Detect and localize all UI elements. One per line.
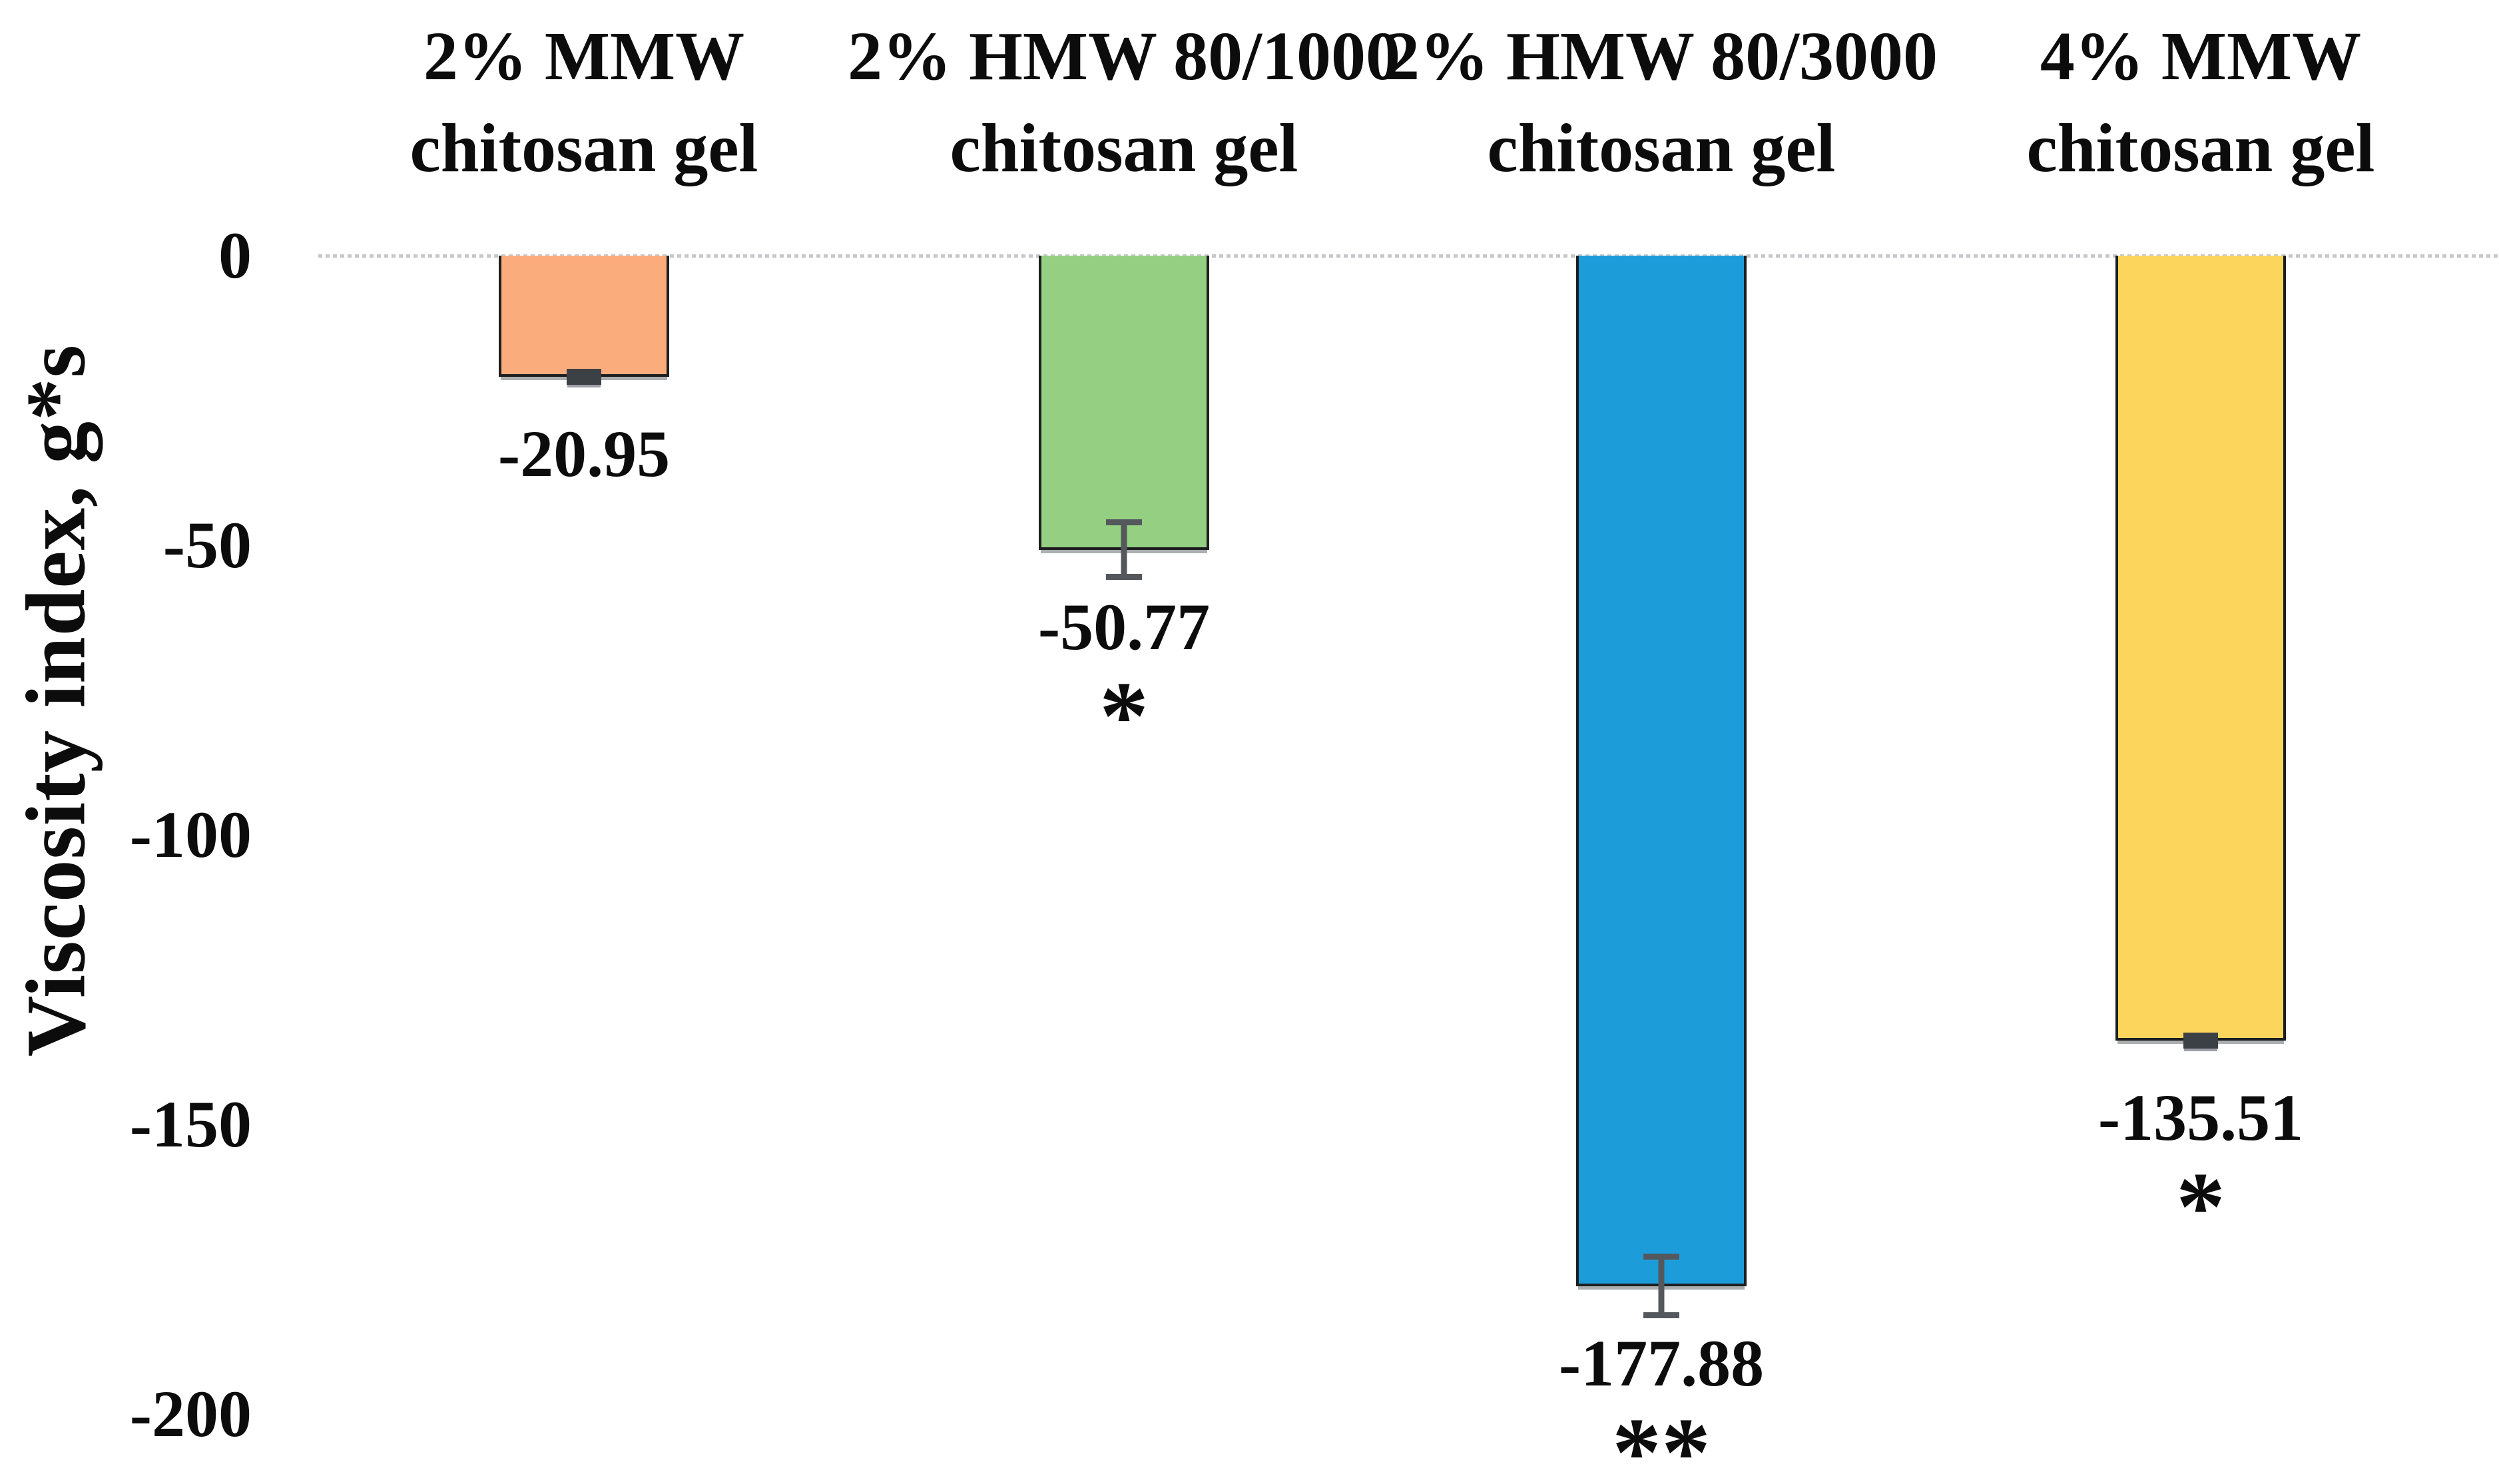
error-bar-top-cap <box>1106 519 1142 526</box>
category-label-line2: chitosan gel <box>950 110 1298 186</box>
category-label-line1: 4% MMW <box>2040 18 2362 95</box>
category-label-2pct-hmw-80-3000: 2% HMW 80/3000 chitosan gel <box>1362 11 1961 194</box>
error-bar-line <box>1658 1253 1665 1319</box>
error-bar-top-cap <box>1643 1253 1679 1260</box>
zero-baseline <box>318 254 2499 258</box>
error-bar-2pct-mmw <box>567 369 601 385</box>
error-bar-2pct-hmw-80-1000 <box>1106 519 1142 580</box>
bar-2pct-mmw <box>499 256 669 377</box>
y-tick-label-150: -150 <box>129 1087 252 1161</box>
category-label-line2: chitosan gel <box>410 110 758 186</box>
data-label-2pct-hmw-80-1000: -50.77 <box>1037 589 1211 664</box>
y-tick-label-0: 0 <box>218 218 252 292</box>
error-bar-bottom-cap <box>1643 1312 1679 1319</box>
significance-marker-2pct-hmw-80-1000: * <box>1099 661 1149 771</box>
category-label-line2: chitosan gel <box>1487 110 1836 186</box>
significance-marker-4pct-mmw: * <box>2176 1152 2225 1262</box>
significance-marker-2pct-hmw-80-3000: ** <box>1612 1397 1711 1484</box>
category-label-line1: 2% MMW <box>423 18 745 95</box>
error-bar-line <box>1121 519 1127 580</box>
category-label-line1: 2% HMW 80/1000 <box>847 18 1401 95</box>
y-tick-label-50: -50 <box>162 508 252 582</box>
category-label-2pct-mmw: 2% MMW chitosan gel <box>284 11 884 194</box>
category-label-line2: chitosan gel <box>2026 110 2375 186</box>
y-tick-label-100: -100 <box>129 798 252 871</box>
bar-4pct-mmw <box>2115 256 2286 1041</box>
data-label-2pct-hmw-80-3000: -177.88 <box>1558 1326 1765 1400</box>
data-label-2pct-mmw: -20.95 <box>497 417 671 491</box>
category-label-2pct-hmw-80-1000: 2% HMW 80/1000 chitosan gel <box>824 11 1424 194</box>
bar-2pct-hmw-80-3000 <box>1576 256 1747 1286</box>
y-tick-label-200: -200 <box>129 1377 252 1451</box>
error-bar-bottom-cap <box>1106 573 1142 580</box>
error-bar-4pct-mmw <box>2183 1032 2218 1049</box>
data-label-4pct-mmw: -135.51 <box>2097 1080 2304 1154</box>
y-axis-title: Viscosity index, g*s <box>9 344 103 1057</box>
error-bar-2pct-hmw-80-3000 <box>1643 1253 1679 1319</box>
bar-2pct-hmw-80-1000 <box>1039 256 1209 550</box>
category-label-line1: 2% HMW 80/3000 <box>1384 18 1938 95</box>
category-label-4pct-mmw: 4% MMW chitosan gel <box>1901 11 2499 194</box>
